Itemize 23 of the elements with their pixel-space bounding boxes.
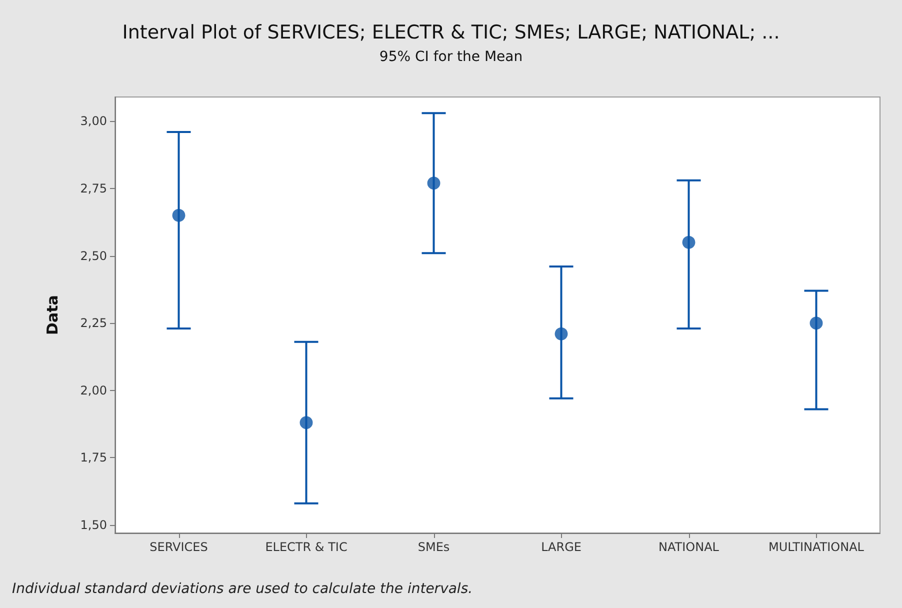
- y-tick-label: 1,75: [80, 450, 107, 465]
- x-tick-label: ELECTR & TIC: [265, 540, 348, 554]
- y-tick-label: 1,50: [80, 518, 107, 532]
- y-axis-title: Data: [44, 295, 62, 335]
- y-tick-label: 2,75: [80, 182, 107, 196]
- y-tick-label: 3,00: [80, 114, 107, 128]
- chart-subtitle: 95% CI for the Mean: [379, 49, 523, 65]
- y-tick-label: 2,00: [80, 383, 107, 398]
- point: [810, 316, 823, 330]
- x-tick-label: NATIONAL: [658, 540, 720, 554]
- point: [172, 208, 186, 222]
- chart-title: Interval Plot of SERVICES; ELECTR & TIC; SMEs; LARGE; NATIONAL; ...: [122, 22, 780, 44]
- point: [300, 416, 313, 430]
- point: [427, 176, 440, 190]
- x-tick-label: SMEs: [418, 540, 450, 554]
- x-tick-label: LARGE: [541, 540, 582, 554]
- text: Individual standard deviations are used to calculate the intervals.: [12, 581, 473, 597]
- point: [682, 236, 696, 249]
- x-tick-label: SERVICES: [150, 540, 208, 554]
- x-tick-label: MULTINATIONAL: [768, 540, 864, 554]
- y-tick-label: 2,25: [80, 316, 107, 330]
- point: [554, 327, 568, 340]
- y-tick-label: 2,50: [80, 248, 107, 263]
